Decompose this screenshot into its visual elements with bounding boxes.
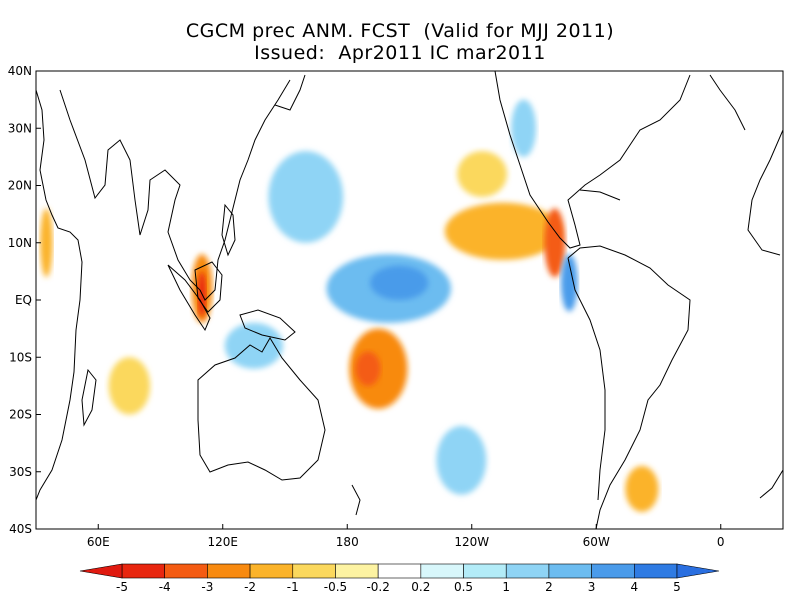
colorbar-low-arrow bbox=[79, 563, 123, 579]
coastline-australia bbox=[197, 337, 326, 481]
coastline-asia-south bbox=[59, 79, 291, 301]
colorbar-level-label: -2 bbox=[244, 580, 256, 594]
anomaly-east-pacific-north-positive bbox=[444, 202, 561, 260]
map-title-line1: CGCM prec ANM. FCST (Valid for MJJ 2011) bbox=[185, 20, 615, 42]
colorbar: -5 -4 -3 -2 -1 -0.5 -0.2 0.2 0.5 1 2 3 4 5 bbox=[79, 563, 720, 594]
anomaly-north-pacific-positive bbox=[457, 151, 508, 197]
lon-label: 180 bbox=[336, 535, 359, 549]
anomaly-south-atlantic-positive bbox=[625, 466, 659, 512]
anomaly-equatorial-pacific-negative-core bbox=[370, 265, 429, 301]
lon-label: 60E bbox=[87, 535, 110, 549]
coastlines bbox=[36, 71, 783, 529]
colorbar-level-label: 5 bbox=[673, 580, 681, 594]
colorbar-level-label: 0.5 bbox=[454, 580, 473, 594]
colorbar-swatch bbox=[335, 563, 379, 579]
coastline-japan bbox=[274, 74, 306, 111]
colorbar-swatch bbox=[377, 563, 422, 579]
colorbar-swatch bbox=[463, 563, 507, 579]
anomaly-central-america-positive bbox=[544, 208, 566, 278]
colorbar-high-arrow bbox=[676, 563, 720, 579]
coastline-new-guinea bbox=[239, 309, 296, 341]
lat-label: 40S bbox=[9, 522, 32, 536]
coastline-europe bbox=[709, 74, 746, 131]
map-title-line2: Issued: Apr2011 IC mar2011 bbox=[254, 42, 546, 64]
anomaly-north-atlantic-negative bbox=[511, 99, 537, 157]
colorbar-swatch bbox=[121, 563, 165, 579]
lat-label: 10S bbox=[9, 350, 32, 364]
longitude-axis: 60E 120E 180 120W 60W 0 bbox=[87, 524, 725, 549]
colorbar-level-label: 2 bbox=[545, 580, 553, 594]
coastline-new-zealand bbox=[351, 484, 361, 516]
colorbar-level-label: -1 bbox=[287, 580, 299, 594]
anomaly-south-pacific-positive-core bbox=[355, 351, 381, 386]
colorbar-swatch bbox=[249, 563, 294, 579]
colorbar-level-label: -0.2 bbox=[366, 580, 389, 594]
anomaly-africa-west-positive bbox=[40, 208, 53, 278]
anomaly-caribbean-negative bbox=[560, 254, 578, 312]
latitude-axis: 40N 30N 20N 10N EQ 10S 20S 30S 40S bbox=[8, 64, 41, 536]
colorbar-level-label: -5 bbox=[116, 580, 128, 594]
lat-label: 30N bbox=[8, 121, 32, 135]
lon-label: 60W bbox=[583, 535, 610, 549]
lon-label: 120W bbox=[454, 535, 489, 549]
coastline-africa bbox=[36, 89, 83, 501]
colorbar-level-label: -0.5 bbox=[324, 580, 347, 594]
lat-label: 40N bbox=[8, 64, 32, 78]
lat-label: 10N bbox=[8, 236, 32, 250]
colorbar-level-label: -3 bbox=[201, 580, 213, 594]
colorbar-level-label: 0.2 bbox=[411, 580, 430, 594]
coastline-north-america bbox=[494, 71, 691, 249]
colorbar-swatch bbox=[164, 563, 208, 579]
lat-label: EQ bbox=[15, 293, 32, 307]
lat-label: 20S bbox=[9, 408, 32, 422]
anomaly-indonesia-negative bbox=[224, 322, 283, 369]
colorbar-swatch bbox=[505, 563, 550, 579]
colorbar-swatch bbox=[634, 563, 678, 579]
coastline-south-america bbox=[567, 245, 691, 529]
coastline-west-africa bbox=[747, 129, 783, 256]
lon-label: 0 bbox=[717, 535, 725, 549]
coastline-borneo bbox=[194, 261, 223, 313]
colorbar-level-label: 3 bbox=[588, 580, 596, 594]
lat-label: 20N bbox=[8, 179, 32, 193]
colorbar-level-label: 1 bbox=[502, 580, 510, 594]
anomaly-indian-ocean-positive bbox=[108, 357, 151, 415]
colorbar-swatch bbox=[207, 563, 251, 579]
colorbar-swatch bbox=[591, 563, 635, 579]
colorbar-swatch bbox=[292, 563, 336, 579]
anomaly-south-pacific-negative bbox=[436, 425, 487, 495]
colorbar-swatch bbox=[420, 563, 464, 579]
lon-label: 120E bbox=[208, 535, 239, 549]
coastline-caribbean bbox=[579, 189, 621, 201]
colorbar-swatch bbox=[548, 563, 592, 579]
anomaly-western-pacific-negative bbox=[268, 151, 344, 243]
lat-label: 30S bbox=[9, 465, 32, 479]
coastline-philippines bbox=[221, 203, 236, 257]
coastline-sumatra bbox=[167, 264, 211, 332]
anomaly-field bbox=[40, 99, 659, 512]
coastline-madagascar bbox=[81, 368, 97, 427]
coastline-south-africa bbox=[759, 469, 783, 499]
colorbar-level-label: -4 bbox=[159, 580, 171, 594]
colorbar-level-label: 4 bbox=[630, 580, 638, 594]
